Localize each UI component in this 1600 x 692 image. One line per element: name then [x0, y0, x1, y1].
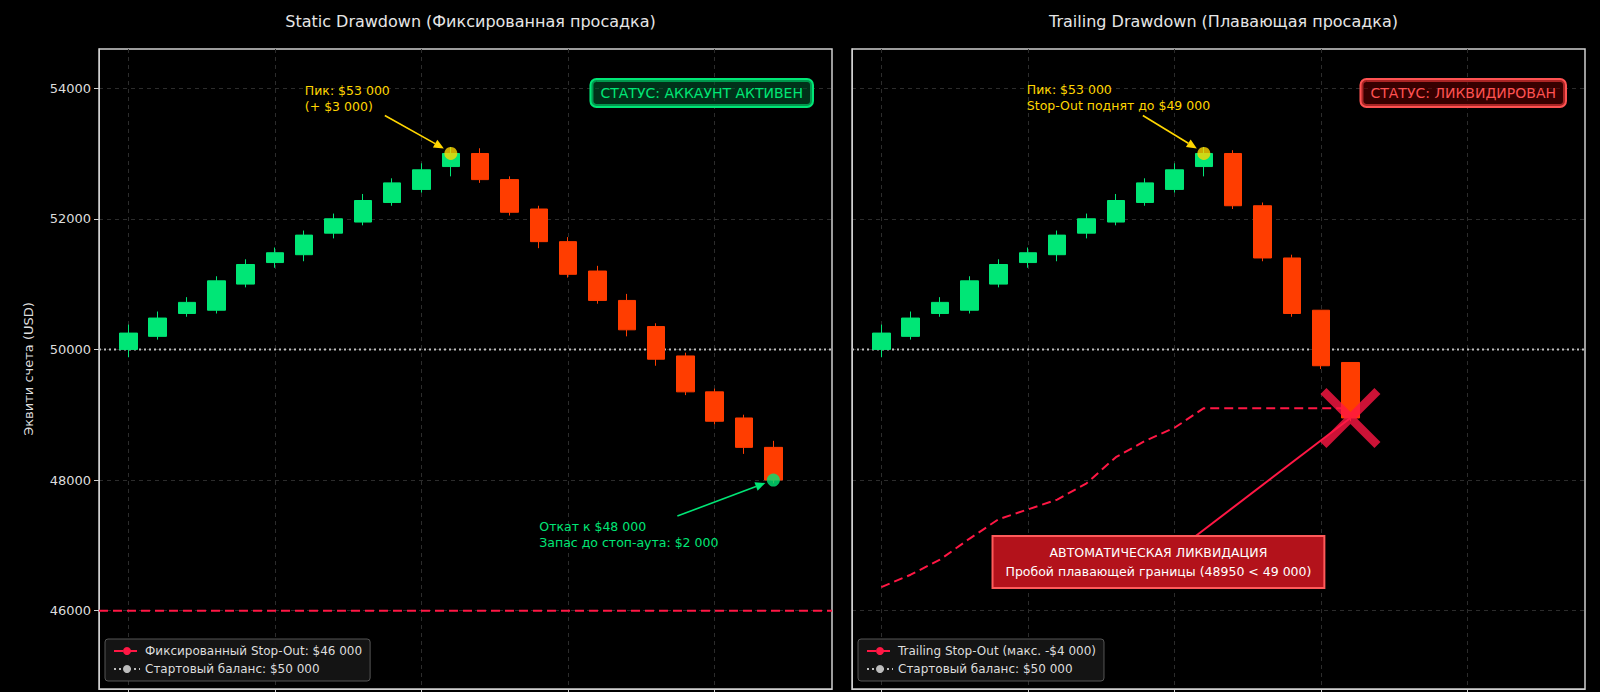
svg-text:Эквити счета (USD): Эквити счета (USD): [21, 302, 36, 436]
svg-text:Trailing Drawdown (Плавающая п: Trailing Drawdown (Плавающая просадка): [1048, 12, 1398, 31]
svg-text:АВТОМАТИЧЕСКАЯ ЛИКВИДАЦИЯ: АВТОМАТИЧЕСКАЯ ЛИКВИДАЦИЯ: [1050, 545, 1268, 560]
svg-text:Запас до стоп-аута: $2 000: Запас до стоп-аута: $2 000: [539, 535, 718, 550]
svg-text:48000: 48000: [50, 473, 91, 488]
svg-text:Стартовый баланс: $50 000: Стартовый баланс: $50 000: [145, 662, 320, 676]
svg-text:Trailing Stop-Out (макс. -$4 0: Trailing Stop-Out (макс. -$4 000): [897, 644, 1096, 658]
svg-text:Stop-Out поднят до $49 000: Stop-Out поднят до $49 000: [1027, 98, 1210, 113]
svg-text:(+ $3 000): (+ $3 000): [305, 99, 373, 114]
svg-text:50000: 50000: [50, 342, 91, 357]
svg-text:52000: 52000: [50, 211, 91, 226]
svg-text:Пик: $53 000: Пик: $53 000: [305, 83, 390, 98]
svg-text:Static Drawdown (Фиксированная: Static Drawdown (Фиксированная просадка): [285, 12, 656, 31]
svg-text:54000: 54000: [50, 81, 91, 96]
svg-text:Откат к $48 000: Откат к $48 000: [539, 519, 646, 534]
svg-text:Пик: $53 000: Пик: $53 000: [1027, 82, 1112, 97]
svg-text:Фиксированный Stop-Out: $46 00: Фиксированный Stop-Out: $46 000: [145, 644, 362, 658]
svg-text:Стартовый баланс: $50 000: Стартовый баланс: $50 000: [898, 662, 1073, 676]
svg-text:СТАТУС: АККАУНТ АКТИВЕН: СТАТУС: АККАУНТ АКТИВЕН: [600, 85, 803, 101]
svg-text:СТАТУС: ЛИКВИДИРОВАН: СТАТУС: ЛИКВИДИРОВАН: [1370, 85, 1556, 101]
svg-text:Пробой плавающей границы (4895: Пробой плавающей границы (48950 < 49 000…: [1006, 564, 1312, 579]
svg-text:46000: 46000: [50, 603, 91, 618]
